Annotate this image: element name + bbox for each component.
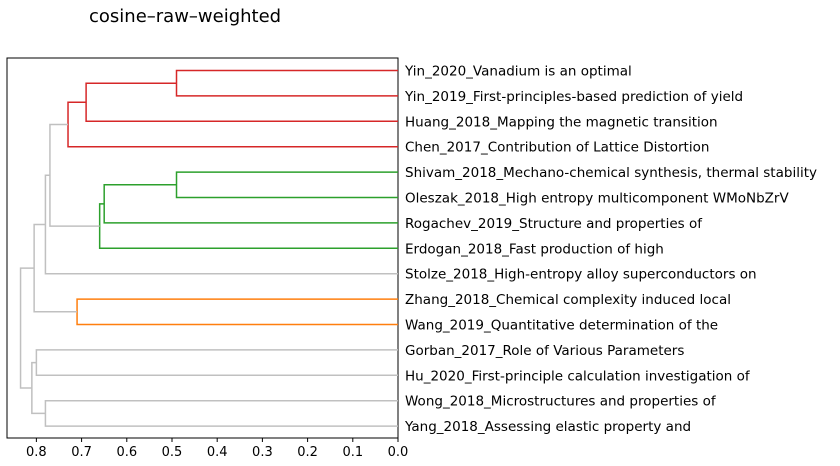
dendrogram-link-m5 xyxy=(103,184,398,224)
x-tick-label: 0.3 xyxy=(252,445,273,460)
leaf-label: Wang_2019_Quantitative determination of … xyxy=(405,318,718,334)
x-tick-label: 0.1 xyxy=(342,445,363,460)
dendrogram-link-m3 xyxy=(67,101,398,148)
dendrogram-link-m13 xyxy=(31,361,46,415)
leaf-label: Yin_2019_First-principles-based predicti… xyxy=(404,89,743,105)
chart-title: cosine–raw–weighted xyxy=(89,6,281,27)
x-tick-label: 0.6 xyxy=(116,445,137,460)
dendrogram-link-m10 xyxy=(33,223,78,313)
dendrogram-link-m14 xyxy=(19,267,35,389)
leaf-label: Shivam_2018_Mechano-chemical synthesis, … xyxy=(405,165,817,181)
leaf-label: Zhang_2018_Chemical complexity induced l… xyxy=(405,292,731,308)
leaf-label: Stolze_2018_High-entropy alloy supercond… xyxy=(405,267,757,283)
x-tick-label: 0.8 xyxy=(26,445,47,460)
leaf-label: Erdogan_2018_Fast production of high xyxy=(405,241,664,257)
dendrogram-link-m7 xyxy=(49,123,100,227)
x-tick-label: 0.0 xyxy=(388,445,409,460)
x-tick-label: 0.4 xyxy=(207,445,228,460)
leaf-label: Chen_2017_Contribution of Lattice Distor… xyxy=(405,140,709,156)
leaf-label: Yin_2020_Vanadium is an optimal xyxy=(404,64,632,80)
dendrogram-links xyxy=(19,69,398,427)
leaf-label: Rogachev_2019_Structure and properties o… xyxy=(405,216,703,232)
leaf-label: Yang_2018_Assessing elastic property and xyxy=(404,419,691,435)
x-tick-label: 0.7 xyxy=(71,445,92,460)
dendrogram-link-m4 xyxy=(175,171,398,199)
dendrogram-link-m8 xyxy=(44,174,398,275)
x-tick-label: 0.2 xyxy=(297,445,318,460)
leaf-label: Gorban_2017_Role of Various Parameters xyxy=(405,343,684,359)
dendrogram-link-m2 xyxy=(85,82,398,123)
dendrogram-link-m12 xyxy=(44,399,398,427)
leaf-labels: Yin_2020_Vanadium is an optimal Yin_2019_… xyxy=(404,64,817,436)
x-tick-label: 0.5 xyxy=(162,445,183,460)
leaf-label: Huang_2018_Mapping the magnetic transiti… xyxy=(405,114,718,130)
leaf-label: Oleszak_2018_High entropy multicomponent… xyxy=(405,191,789,207)
dendrogram-link-m6 xyxy=(98,203,398,250)
leaf-label: Hu_2020_First-principle calculation inve… xyxy=(405,368,751,384)
dendrogram-link-m1 xyxy=(175,69,398,97)
dendrogram-link-m11 xyxy=(35,349,398,377)
dendrogram-link-m9 xyxy=(76,298,398,326)
leaf-label: Wong_2018_Microstructures and properties… xyxy=(405,394,717,410)
x-axis: 0.8 0.7 0.6 0.5 0.4 0.3 0.2 0.1 0.0 xyxy=(26,438,408,460)
